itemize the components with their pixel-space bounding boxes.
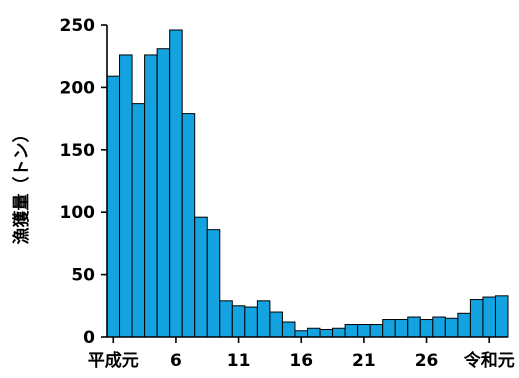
x-tick-label: 26 [415, 351, 439, 371]
bar-series [106, 29, 509, 338]
bar-29 [457, 312, 471, 338]
bar-18 [319, 329, 334, 338]
bar-14 [269, 311, 283, 338]
y-tick-label: 0 [83, 328, 95, 348]
bar-9 [206, 229, 221, 338]
bar-12 [244, 306, 258, 338]
bar-24 [394, 319, 409, 338]
bar-32 [494, 295, 509, 338]
bar-4 [144, 54, 158, 338]
x-axis-ticks: 平成元 6 11 16 21 26 令和元 [88, 337, 515, 371]
bar-23 [382, 319, 396, 338]
y-axis-ticks: 0 50 100 150 200 250 [60, 16, 107, 348]
bar-21 [357, 324, 371, 338]
bar-27 [432, 316, 446, 338]
bar-31 [482, 296, 496, 338]
bar-1 [106, 75, 121, 338]
bar-19 [332, 327, 346, 338]
y-tick-label: 250 [60, 16, 96, 36]
y-axis-label: 漁獲量（トン） [11, 126, 32, 245]
x-tick-label: 11 [227, 351, 251, 371]
bar-25 [407, 316, 421, 338]
bar-6 [169, 29, 183, 338]
bar-2 [119, 54, 133, 338]
y-tick-label: 150 [60, 141, 96, 161]
bar-13 [256, 300, 271, 338]
bar-20 [344, 324, 359, 338]
x-tick-label: 6 [170, 351, 182, 371]
bar-7 [181, 113, 196, 338]
bar-22 [369, 324, 384, 338]
bar-5 [156, 48, 171, 338]
bar-10 [219, 300, 233, 338]
x-tick-label: 令和元 [464, 350, 515, 371]
x-tick-label: 16 [289, 351, 313, 371]
bar-30 [469, 299, 484, 338]
bar-11 [231, 305, 246, 338]
bar-28 [444, 317, 459, 338]
bar-3 [131, 103, 146, 338]
y-tick-label: 50 [71, 266, 95, 286]
bar-15 [281, 321, 296, 338]
y-tick-label: 200 [60, 78, 96, 98]
x-tick-label: 21 [352, 351, 376, 371]
bar-26 [419, 319, 434, 338]
bar-16 [294, 330, 309, 338]
bar-17 [307, 327, 321, 338]
y-tick-label: 100 [60, 203, 96, 223]
bar-8 [194, 216, 208, 338]
x-tick-label: 平成元 [88, 350, 139, 371]
